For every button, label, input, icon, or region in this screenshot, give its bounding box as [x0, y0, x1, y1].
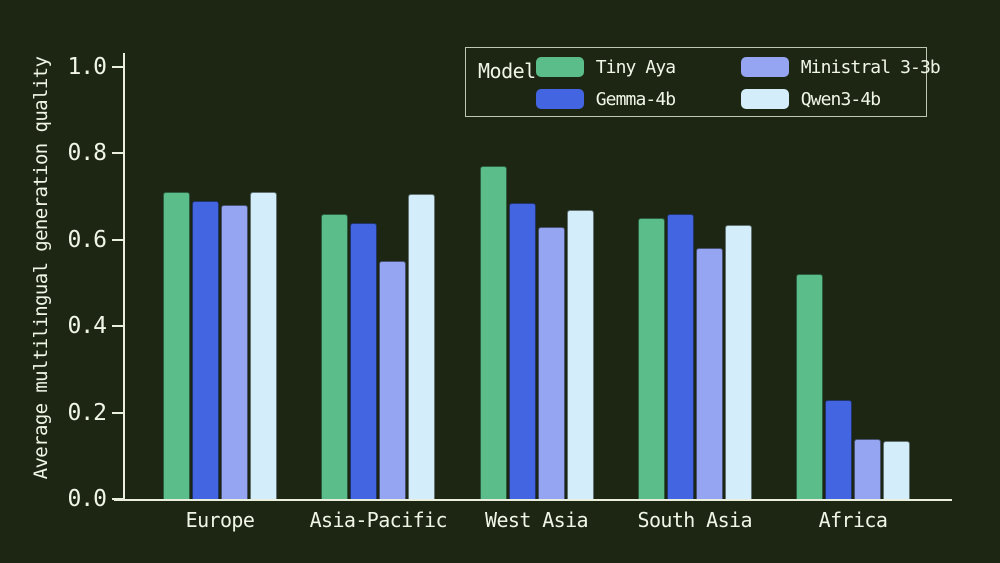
bar-gemma-4b-asia-pacific — [350, 222, 378, 499]
legend-label-gemma-4b: Gemma-4b — [595, 88, 676, 110]
y-tick-mark-0.6 — [112, 238, 124, 241]
legend-label-ministral-3-3b: Ministral 3-3b — [800, 56, 941, 78]
bar-qwen3-4b-south-asia — [724, 224, 752, 499]
legend-swatch-gemma-4b — [535, 89, 584, 109]
bar-group-europe — [163, 192, 277, 499]
bar-tiny-aya-south-asia — [637, 218, 665, 499]
legend-label-tiny-aya: Tiny Aya — [595, 56, 676, 78]
bar-tiny-aya-europe — [163, 192, 190, 499]
y-axis-title: Average multilingual generation quality — [30, 56, 52, 480]
x-label-asia-pacific: Asia-Pacific — [309, 508, 448, 532]
bar-tiny-aya-west-asia — [479, 166, 507, 499]
plot-area: 1.0 0.8 0.6 0.4 0.2 0.0 Europe Asia-Pacific Wes… — [67, 53, 952, 532]
y-tick-mark-0.8 — [112, 152, 124, 155]
bar-gemma-4b-europe — [192, 200, 219, 499]
bar-ministral-3-3b-europe — [221, 205, 248, 499]
bar-group-asia-pacific — [321, 194, 436, 499]
bar-qwen3-4b-africa — [883, 440, 910, 499]
bar-gemma-4b-west-asia — [508, 203, 536, 499]
legend-swatch-tiny-aya — [535, 57, 584, 77]
bar-ministral-3-3b-west-asia — [537, 226, 565, 499]
y-tick-label-0.8: 0.8 — [67, 140, 107, 167]
y-tick-label-1.0: 1.0 — [67, 54, 107, 80]
bar-qwen3-4b-europe — [250, 192, 277, 499]
legend-title: Model — [478, 59, 536, 83]
bar-group-south-asia — [637, 213, 752, 499]
legend-entry-gemma-4b: Gemma-4b — [535, 88, 741, 110]
bar-qwen3-4b-asia-pacific — [408, 194, 436, 499]
legend-swatch-ministral-3-3b — [740, 57, 789, 77]
y-tick-mark-0.4 — [112, 325, 124, 328]
x-label-west-asia: West Asia — [485, 508, 589, 532]
y-axis-line — [123, 53, 125, 499]
legend-label-qwen3-4b: Qwen3-4b — [800, 88, 881, 110]
legend-swatch-qwen3-4b — [740, 89, 789, 109]
bar-ministral-3-3b-asia-pacific — [379, 261, 407, 499]
legend-entry-ministral-3-3b: Ministral 3-3b — [740, 56, 941, 78]
y-tick-mark-0.0 — [112, 498, 124, 500]
bar-gemma-4b-south-asia — [666, 213, 694, 499]
bar-gemma-4b-africa — [825, 399, 852, 499]
x-axis-line — [114, 499, 952, 501]
x-label-south-asia: South Asia — [637, 508, 753, 532]
y-tick-label-0.4: 0.4 — [67, 313, 107, 340]
legend-entries: Tiny Aya Gemma-4b Ministral 3-3b Qwen3-4b — [535, 51, 941, 116]
legend-entry-qwen3-4b: Qwen3-4b — [740, 88, 940, 110]
bar-qwen3-4b-west-asia — [566, 209, 594, 499]
y-tick-label-0.0: 0.0 — [67, 486, 107, 512]
bar-ministral-3-3b-africa — [854, 438, 881, 499]
y-tick-label-0.6: 0.6 — [67, 226, 107, 253]
x-label-africa: Africa — [818, 508, 888, 532]
bar-tiny-aya-asia-pacific — [321, 213, 349, 499]
legend-entry-tiny-aya: Tiny Aya — [535, 56, 741, 78]
bar-tiny-aya-africa — [796, 274, 823, 499]
y-tick-mark-0.2 — [112, 411, 124, 414]
y-tick-mark-1.0 — [112, 66, 124, 68]
bar-group-africa — [796, 274, 910, 499]
legend: Model Tiny Aya Gemma-4b Ministral 3-3b Qwen… — [465, 47, 941, 117]
bar-ministral-3-3b-south-asia — [695, 248, 723, 499]
x-label-europe: Europe — [185, 508, 255, 532]
y-tick-label-0.2: 0.2 — [67, 399, 107, 426]
bar-group-west-asia — [479, 166, 594, 499]
